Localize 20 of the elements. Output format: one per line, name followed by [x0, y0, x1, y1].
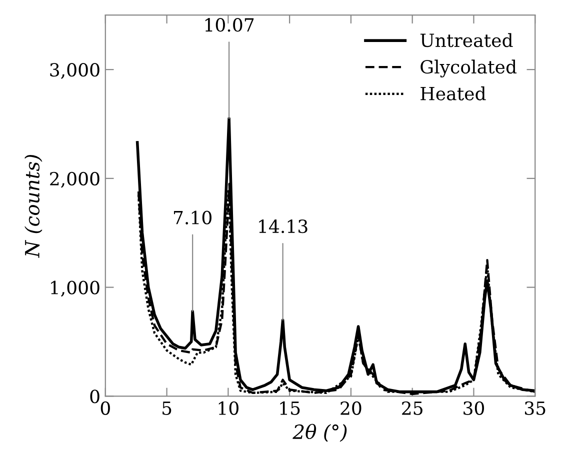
x-tick-label: 5 [162, 402, 172, 416]
x-tick-label: 25 [402, 401, 422, 416]
x-tick-label: 35 [524, 401, 546, 416]
legend-label: Glycolated [420, 60, 517, 78]
y-tick-label: 0 [90, 390, 100, 404]
y-tick-label: 3,000 [50, 63, 100, 79]
x-axis-title: 2θ (°) [292, 424, 347, 442]
x-tick-label: 10 [218, 401, 238, 416]
x-tick-label: 0 [100, 401, 110, 416]
x-tick-label: 30 [464, 401, 484, 416]
y-tick-label: 1,000 [51, 280, 100, 297]
x-tick-label: 20 [340, 401, 362, 416]
y-tick-label: 2,000 [50, 172, 100, 188]
annotation: 10.07 [205, 18, 254, 32]
legend-label: Heated [420, 86, 486, 100]
x-tick-label: 15 [280, 401, 300, 416]
annotation: 14.13 [259, 219, 308, 234]
annotation: 7.10 [174, 210, 212, 224]
legend-label: Untreated [420, 33, 513, 48]
y-axis-title: N (counts) [24, 154, 42, 258]
